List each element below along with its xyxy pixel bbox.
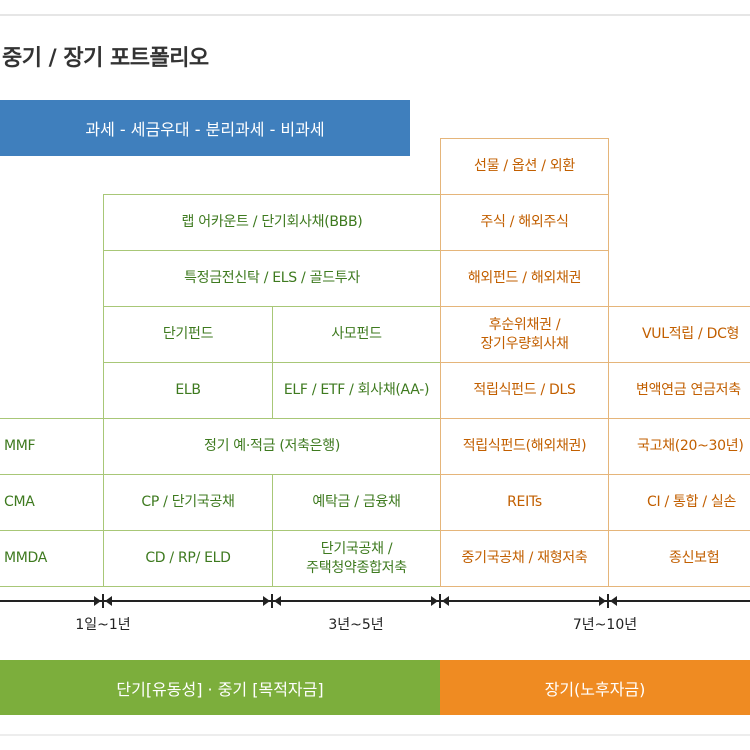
grid-line (0, 530, 440, 531)
cell-overseas-fund: 해외펀드 / 해외채권 (467, 270, 582, 286)
grid-line (0, 586, 440, 587)
axis-tick (271, 594, 273, 608)
grid-line (440, 194, 608, 195)
cell-variable-annuity: 변액연금 연금저축 (636, 382, 741, 398)
grid-line (440, 586, 750, 587)
arrow-right-icon (599, 596, 606, 606)
cell-short-fund: 단기펀드 (162, 326, 214, 342)
cell-dls: 적립식펀드 / DLS (473, 382, 576, 398)
cell-short-govt-line1: 단기국공채 / (320, 540, 393, 557)
cell-mid-govt: 중기국공채 / 재형저축 (461, 550, 588, 566)
cell-subordinated-bond: 후순위채권 / 장기우량회사채 (441, 307, 608, 362)
cell-cma: CMA (4, 494, 35, 510)
grid-line (440, 306, 750, 307)
cell-subordinated-line1: 후순위채권 / (488, 316, 561, 333)
axis-tick (102, 594, 104, 608)
axis-label-short: 1일~1년 (75, 617, 131, 633)
cell-wrap-account: 랩 어카운트 / 단기회사채(BBB) (181, 214, 363, 230)
grid-line (440, 474, 750, 475)
long-term-bar: 장기(노후자금) (440, 660, 750, 715)
grid-line (608, 138, 609, 586)
cell-short-govt: 단기국공채 / 주택청약종합저축 (273, 531, 440, 586)
grid-line (103, 306, 440, 307)
cell-futures: 선물 / 옵션 / 외환 (474, 158, 575, 174)
short-mid-term-bar: 단기[유동성] · 중기 [목적자금] (0, 660, 440, 715)
grid-line (440, 250, 608, 251)
cell-cd-rp: CD / RP/ ELD (145, 550, 231, 566)
cell-vul: VUL적립 / DC형 (642, 326, 740, 342)
axis-tick (607, 594, 609, 608)
cell-overseas-bond-fund: 적립식펀드(해외채권) (462, 438, 587, 454)
tax-banner: 과세 - 세금우대 - 분리과세 - 비과세 (0, 100, 410, 156)
axis-tick (439, 594, 441, 608)
arrow-left-icon (610, 596, 617, 606)
arrow-right-icon (263, 596, 270, 606)
cell-short-govt-line2: 주택청약종합저축 (306, 559, 407, 576)
cell-elb: ELB (175, 382, 201, 398)
cell-subordinated-line2: 장기우량회사채 (480, 335, 569, 352)
grid-line (0, 474, 440, 475)
cell-reits: REITs (507, 494, 542, 510)
grid-line (440, 530, 750, 531)
grid-line (272, 474, 273, 586)
grid-line (0, 418, 440, 419)
grid-line (103, 194, 440, 195)
grid-line (103, 194, 104, 586)
cell-private-fund: 사모펀드 (331, 326, 382, 342)
frame-top-border (0, 14, 750, 16)
grid-line (440, 138, 441, 586)
axis-label-mid: 3년~5년 (328, 617, 384, 633)
arrow-left-icon (105, 596, 112, 606)
grid-line (103, 362, 440, 363)
arrow-left-icon (442, 596, 449, 606)
arrow-left-icon (274, 596, 281, 606)
cell-trust: 특정금전신탁 / ELS / 골드투자 (184, 270, 360, 286)
timeline-axis (0, 600, 750, 602)
cell-mmf: MMF (4, 438, 36, 454)
cell-stocks: 주식 / 해외주식 (480, 214, 569, 230)
cell-deposits-finance: 예탁금 / 금융채 (312, 494, 401, 510)
cell-mmda: MMDA (4, 550, 48, 566)
grid-line (103, 250, 440, 251)
page-title: 중기 / 장기 포트폴리오 (2, 46, 209, 71)
arrow-right-icon (94, 596, 101, 606)
axis-label-long: 7년~10년 (572, 617, 638, 633)
grid-line (440, 138, 608, 139)
arrow-right-icon (431, 596, 438, 606)
cell-elf-etf: ELF / ETF / 회사채(AA-) (283, 382, 430, 398)
frame-bottom-border (0, 734, 750, 736)
cell-cp: CP / 단기국공채 (141, 494, 235, 510)
cell-ci: CI / 통합 / 실손 (647, 494, 737, 510)
grid-line (440, 418, 750, 419)
grid-line (272, 306, 273, 418)
grid-line (440, 362, 750, 363)
cell-life-insurance: 종신보험 (669, 550, 720, 566)
cell-deposit: 정기 예·적금 (저축은행) (204, 438, 340, 454)
cell-govt-bond: 국고채(20~30년) (637, 438, 744, 454)
